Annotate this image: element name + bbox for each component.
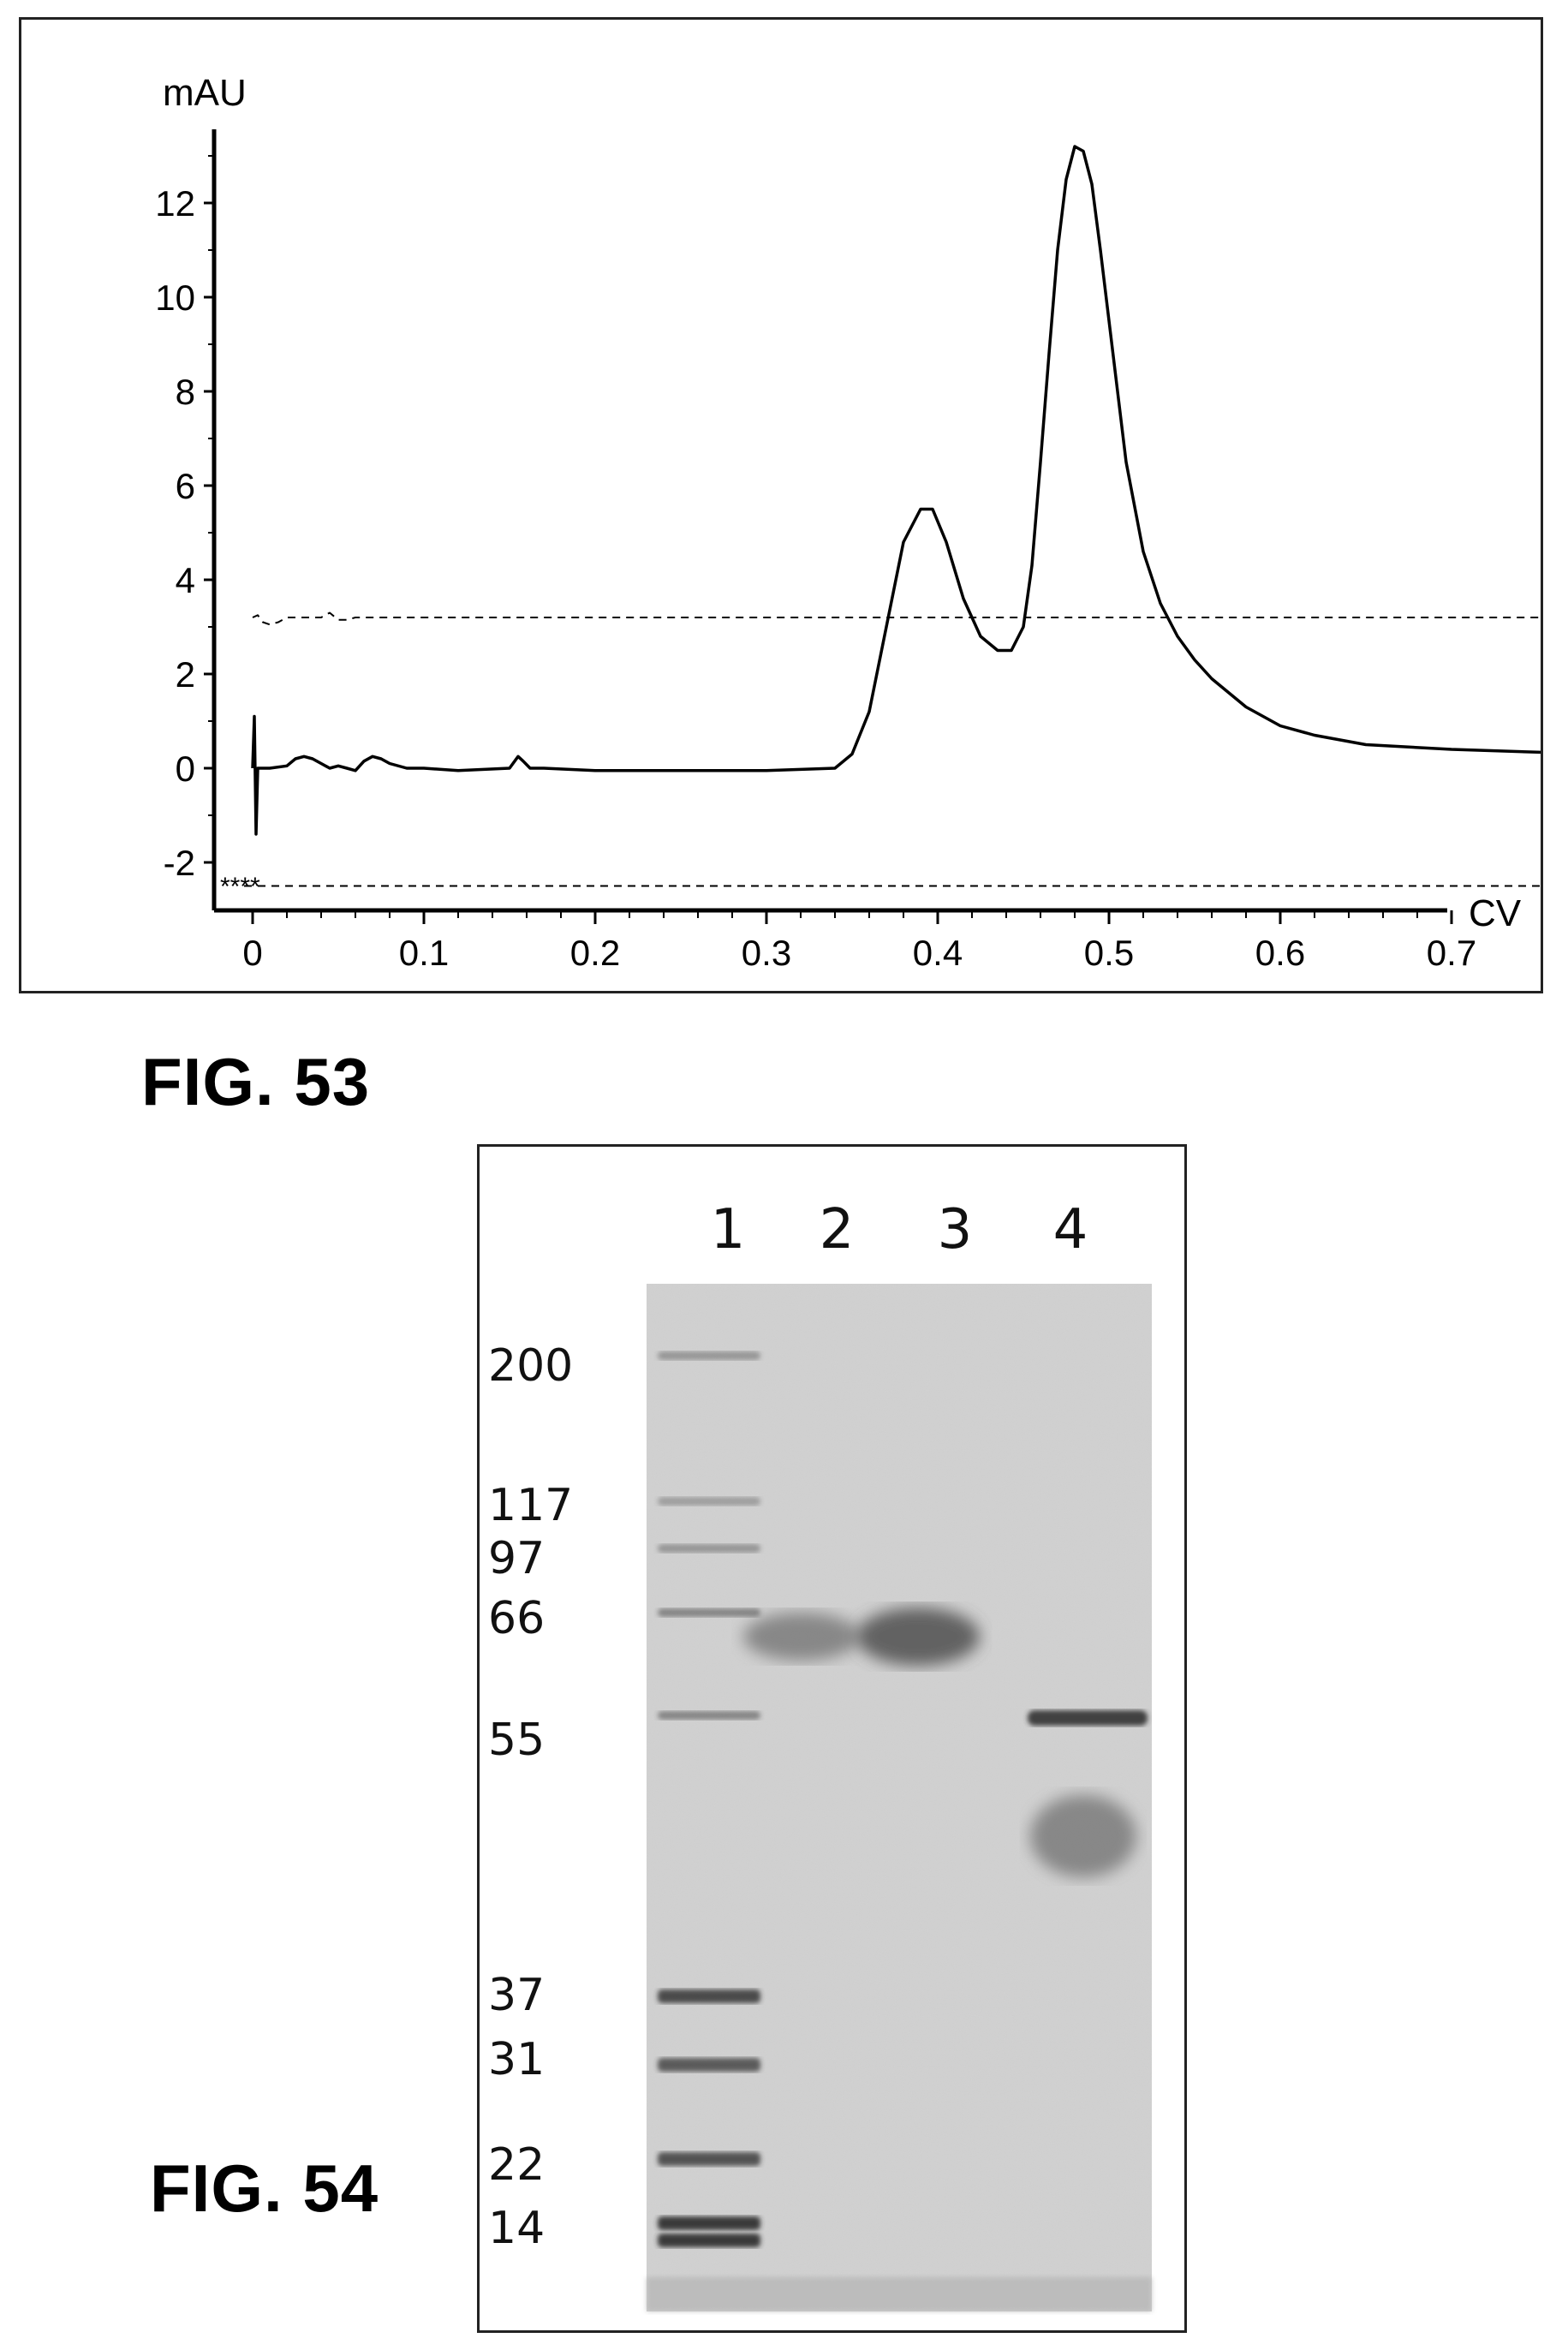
mw-marker-label: 66	[488, 1593, 545, 1644]
mw-marker-label: 117	[488, 1480, 573, 1531]
y-tick-label: 12	[155, 183, 195, 224]
ladder-band	[658, 1608, 760, 1617]
gel-mw-labels: 200 11797 66 55 37 31 22 14	[488, 1340, 573, 2254]
lane4-lower-band	[1030, 1795, 1136, 1877]
fig54-gel-frame: 1 2 3 4 200 11797 66 55 37 31 22 14	[477, 1144, 1187, 2333]
gel-lane-labels: 1 2 3 4	[711, 1198, 1088, 1261]
fig53-axes: -2 0 2 4 6 8 10 12 0 0.1 0.2 0.3 0.4 0.5 0.6 0.7	[155, 129, 1476, 973]
series-line-2	[253, 613, 1541, 625]
mw-marker-label: 14	[488, 2203, 545, 2254]
fig53-y-axis-label: mAU	[163, 72, 247, 114]
lane4-upper-band	[1028, 1710, 1148, 1726]
x-tick-label: 0.5	[1084, 933, 1134, 973]
lane2-band	[743, 1613, 860, 1661]
ladder-band	[658, 1711, 760, 1720]
series-line-1	[253, 146, 1541, 834]
x-tick-label: 0	[242, 933, 262, 973]
y-tick-label: 0	[176, 749, 195, 789]
fig53-x-axis-label: CV	[1469, 892, 1522, 934]
fig53-chart: -2 0 2 4 6 8 10 12 0 0.1 0.2 0.3 0.4 0.5 0.6 0.7 mAU CV…	[21, 20, 1541, 991]
y-tick-label: 2	[176, 654, 195, 695]
fig54-caption: FIG. 54	[150, 2150, 379, 2228]
x-tick-label: 0.3	[742, 933, 791, 973]
gel-body	[647, 1284, 1152, 2311]
lane-number-3: 3	[938, 1198, 973, 1261]
x-tick-label: 0.1	[399, 933, 449, 973]
y-tick-label: -2	[164, 843, 195, 883]
fig53-series	[244, 146, 1541, 886]
mw-marker-label: 37	[488, 1970, 545, 2021]
mw-marker-label: 55	[488, 1715, 545, 1766]
lane-number-4: 4	[1053, 1198, 1088, 1261]
mw-marker-label: 31	[488, 2034, 545, 2085]
ladder-band	[658, 2152, 760, 2166]
x-tick-label: 0.2	[570, 933, 620, 973]
ladder-band	[658, 1989, 760, 2003]
x-tick-label: 0.6	[1255, 933, 1305, 973]
ladder-band	[658, 2216, 760, 2230]
x-tick-label: 0.7	[1427, 933, 1476, 973]
ladder-band	[658, 1351, 760, 1360]
fig53-annotation: ****	[220, 873, 260, 901]
mw-marker-label: 22	[488, 2139, 545, 2191]
y-tick-label: 8	[176, 372, 195, 412]
y-tick-label: 6	[176, 466, 195, 506]
ladder-band	[658, 2058, 760, 2072]
lane3-band	[856, 1607, 980, 1666]
gel-dye-front	[647, 2277, 1152, 2311]
ladder-band	[658, 1497, 760, 1506]
fig53-chart-frame: -2 0 2 4 6 8 10 12 0 0.1 0.2 0.3 0.4 0.5 0.6 0.7 mAU CV…	[19, 17, 1543, 993]
fig53-caption: FIG. 53	[141, 1043, 370, 1121]
ladder-band	[658, 2234, 760, 2247]
y-tick-label: 4	[176, 560, 195, 600]
ladder-band	[658, 1544, 760, 1553]
mw-marker-label: 200	[488, 1340, 573, 1392]
y-tick-label: 10	[155, 277, 195, 318]
x-tick-label: 0.4	[913, 933, 963, 973]
mw-marker-label: 97	[488, 1533, 545, 1584]
fig54-gel-image: 1 2 3 4 200 11797 66 55 37 31 22 14	[480, 1147, 1184, 2330]
lane-number-2: 2	[820, 1198, 855, 1261]
lane-number-1: 1	[711, 1198, 746, 1261]
